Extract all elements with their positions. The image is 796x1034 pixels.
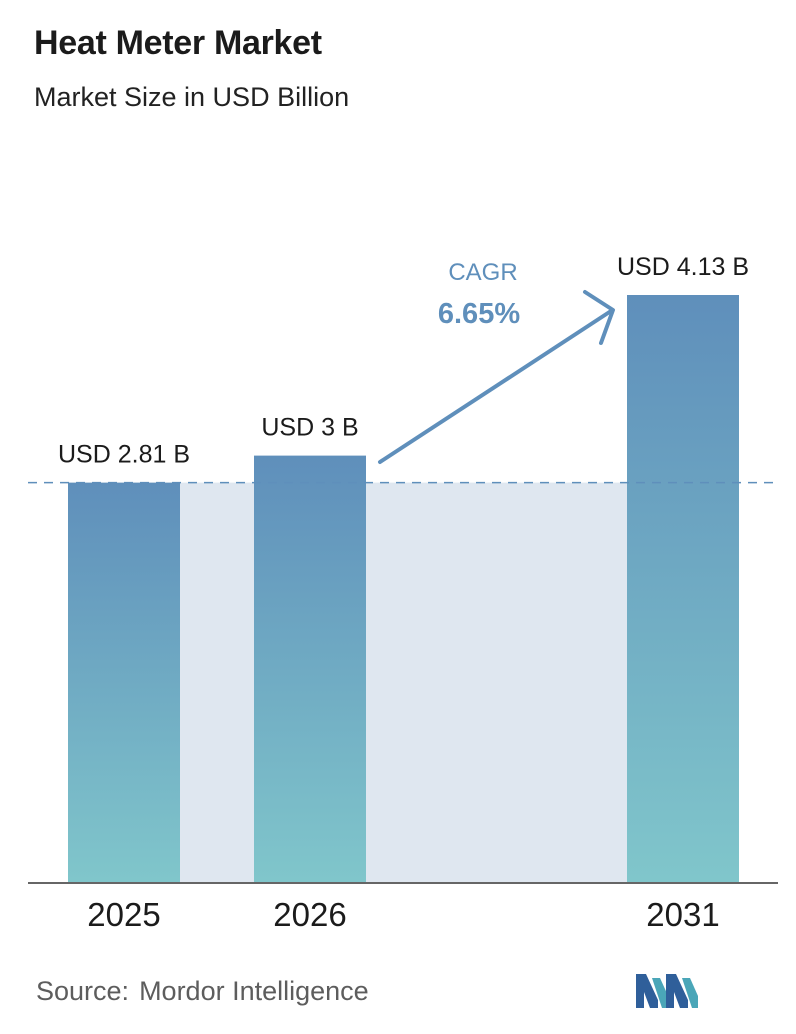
background-band (366, 482, 627, 882)
value-label-2026: USD 3 B (261, 414, 358, 442)
bar-2031 (627, 295, 739, 882)
category-label-2031: 2031 (646, 896, 719, 933)
chart-subtitle: Market Size in USD Billion (34, 82, 350, 112)
value-label-2031: USD 4.13 B (617, 253, 749, 281)
background-band (180, 482, 254, 882)
mordor-intelligence-logo-icon (636, 974, 698, 1008)
source-name: Mordor Intelligence (139, 976, 369, 1006)
source-label: Source: (36, 976, 130, 1006)
bar-2026 (254, 455, 366, 882)
source-line: Source: Mordor Intelligence (36, 976, 379, 1007)
cagr-label: CAGR (448, 259, 517, 286)
category-label-2026: 2026 (273, 896, 346, 933)
value-label-2025: USD 2.81 B (58, 441, 190, 469)
chart-title: Heat Meter Market (34, 24, 322, 62)
bar-2025 (68, 482, 180, 882)
cagr-value: 6.65% (438, 298, 520, 330)
category-label-2025: 2025 (87, 896, 160, 933)
cagr-arrow (378, 290, 615, 464)
